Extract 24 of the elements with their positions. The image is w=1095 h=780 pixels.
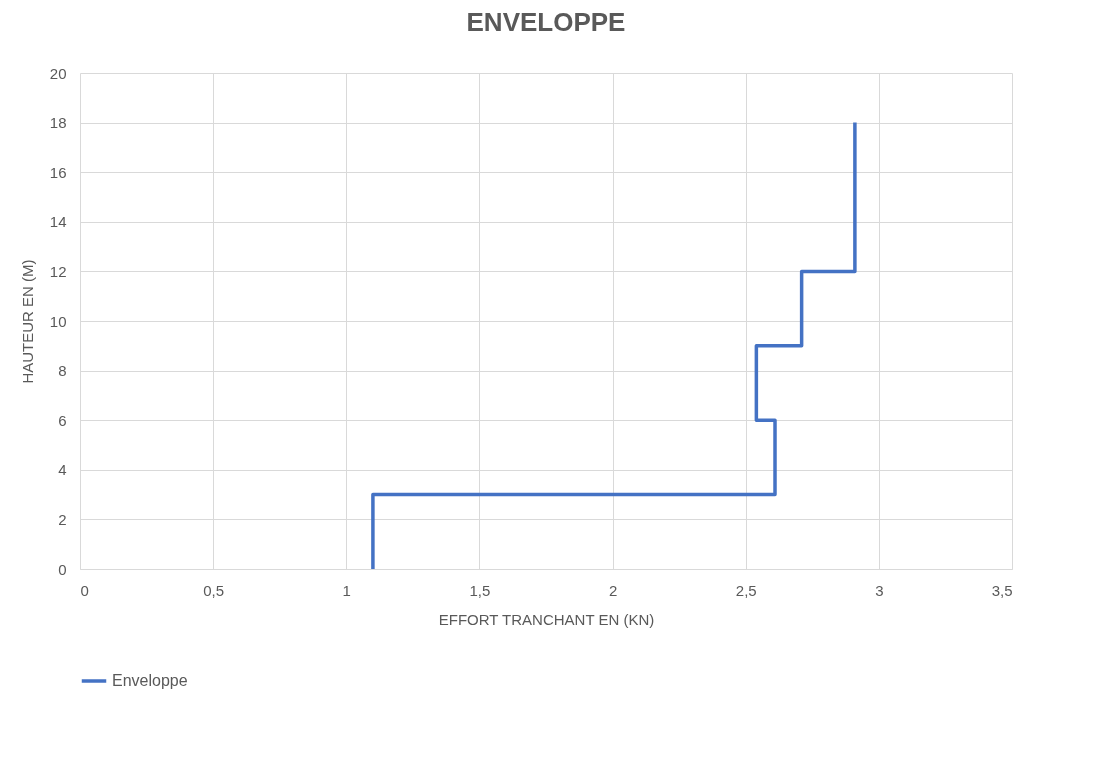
x-tick-label: 1: [342, 581, 351, 599]
line-series: [371, 120, 857, 571]
x-tick-label: 0,5: [203, 581, 225, 599]
y-tick-label: 4: [58, 461, 67, 479]
x-axis-title: EFFORT TRANCHANT EN (KN): [438, 610, 655, 628]
legend-label: Enveloppe: [112, 672, 188, 689]
chart-title: ENVELOPPE: [466, 7, 626, 37]
x-tick-label: 1,5: [469, 581, 491, 599]
y-tick-label: 12: [49, 262, 67, 280]
y-tick-label: 20: [49, 64, 67, 82]
y-tick-label: 10: [49, 312, 67, 330]
x-tick-label: 0: [80, 581, 89, 599]
y-tick-label: 8: [58, 362, 67, 380]
y-tick-label: 0: [58, 560, 67, 578]
y-tick-label: 18: [49, 114, 67, 132]
y-tick-label: 2: [58, 510, 67, 528]
x-tick-label: 3: [875, 581, 884, 599]
y-axis-title: HAUTEUR EN (M): [18, 259, 36, 384]
y-tick-label: 6: [58, 411, 67, 429]
y-tick-label: 14: [49, 213, 67, 231]
x-tick-label: 3,5: [991, 581, 1013, 599]
x-tick-label: 2: [608, 581, 618, 599]
x-tick-label: 2,5: [735, 581, 757, 599]
y-tick-label: 16: [49, 163, 67, 181]
